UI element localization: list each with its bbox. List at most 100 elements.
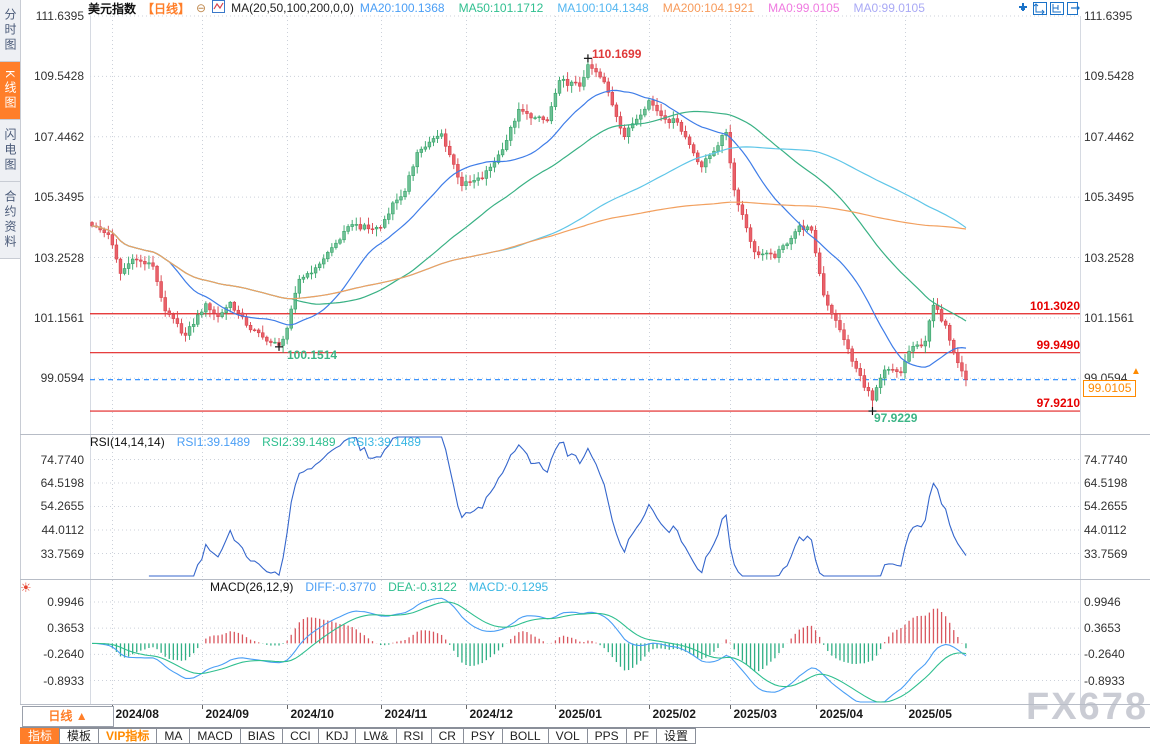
sidebar-item-flash[interactable]: 闪电图 bbox=[0, 120, 20, 183]
x-axis-label: 2025/05 bbox=[908, 707, 952, 721]
annotation-apr-low: 97.9229 bbox=[874, 411, 918, 425]
y-axis-label: 44.0112 bbox=[1084, 522, 1127, 537]
chart-header: 美元指数 【日线】 ⊖ MA(20,50,100,200,0,0) MA20:10… bbox=[88, 0, 939, 16]
y-axis-label: 44.0112 bbox=[41, 522, 85, 537]
rsi-header: RSI(14,14,14) RSI1:39.1489 RSI2:39.1489 … bbox=[90, 435, 421, 449]
toolbar-tab-VIP指标[interactable]: VIP指标 bbox=[98, 728, 158, 744]
annotation-sep-low: 100.1514 bbox=[287, 348, 338, 362]
level-label-101.3020: 101.3020 bbox=[1029, 299, 1080, 313]
ma200-value: MA200:104.1921 bbox=[662, 1, 755, 15]
y-axis-label: 64.5198 bbox=[40, 475, 84, 490]
y-axis-label: 0.3653 bbox=[47, 621, 84, 636]
axis-scale-icon[interactable] bbox=[1033, 2, 1047, 15]
indicator-toolbar: 指标 模板 VIP指标 MA MACD BIAS CCI KDJ LW& RSI CR PSY BOLL… bbox=[20, 728, 696, 744]
sidebar-item-kline[interactable]: K线图 bbox=[0, 62, 20, 121]
current-price-tag: 99.0105 bbox=[1083, 380, 1137, 397]
y-axis-label: 33.7569 bbox=[1084, 546, 1128, 561]
y-axis-label: 74.7740 bbox=[40, 452, 84, 467]
annotation-high: 110.1699 bbox=[592, 47, 642, 61]
toolbar-tab-KDJ[interactable]: KDJ bbox=[317, 728, 357, 744]
macd-hist-value: MACD:-0.1295 bbox=[468, 580, 549, 594]
y-axis-label: 103.2528 bbox=[1084, 250, 1135, 265]
toolbar-tab-设置[interactable]: 设置 bbox=[655, 728, 696, 744]
plot-left-border bbox=[90, 16, 91, 704]
y-axis-label: -0.8933 bbox=[1084, 673, 1125, 688]
left-sidebar: 分时图 K线图 闪电图 合约资料 bbox=[0, 0, 21, 744]
y-axis-label: 74.7740 bbox=[1084, 452, 1128, 467]
y-axis-label: 109.5428 bbox=[33, 69, 84, 84]
toolbar-tab-BIAS[interactable]: BIAS bbox=[239, 728, 284, 744]
ma0-value-2: MA0:99.0105 bbox=[853, 1, 925, 15]
x-axis-label: 2024/11 bbox=[384, 707, 428, 721]
price-up-arrow-icon: ▲ bbox=[1131, 366, 1141, 377]
macd-diff-value: DIFF:-0.3770 bbox=[305, 580, 377, 594]
toolbar-tab-指标[interactable]: 指标 bbox=[20, 728, 61, 744]
x-axis-row bbox=[20, 704, 1150, 727]
macd-dea-value: DEA:-0.3122 bbox=[388, 580, 457, 594]
divider-axis-toolbar bbox=[20, 727, 1150, 728]
export-icon[interactable] bbox=[1067, 2, 1081, 15]
y-axis-label: 54.2655 bbox=[40, 499, 84, 514]
y-axis-label: -0.2640 bbox=[43, 647, 84, 662]
ma-values: MA20:100.1368 MA50:101.1712 MA100:104.1348… bbox=[360, 1, 939, 15]
toolbar-tab-PSY[interactable]: PSY bbox=[462, 728, 503, 744]
y-axis-label: -0.8933 bbox=[43, 673, 84, 688]
chart-tool-icons bbox=[1016, 2, 1081, 15]
toolbar-tab-CCI[interactable]: CCI bbox=[282, 728, 319, 744]
symbol-title: 美元指数 bbox=[88, 1, 137, 16]
rsi2-value: RSI2:39.1489 bbox=[262, 435, 336, 449]
y-axis-label: 33.7569 bbox=[40, 546, 84, 561]
x-axis-label: 2024/12 bbox=[469, 707, 513, 721]
chart-type-icon[interactable] bbox=[212, 0, 226, 16]
ma20-value: MA20:100.1368 bbox=[359, 1, 445, 15]
y-axis-label: 107.4462 bbox=[33, 129, 84, 144]
ma0-value-1: MA0:99.0105 bbox=[768, 1, 840, 15]
toolbar-tab-PPS[interactable]: PPS bbox=[586, 728, 627, 744]
rsi3-value: RSI3:39.1489 bbox=[347, 435, 421, 449]
rsi1-value: RSI1:39.1489 bbox=[176, 435, 251, 449]
level-label-97.9210: 97.9210 bbox=[1036, 396, 1080, 410]
y-axis-label: 99.0594 bbox=[40, 371, 84, 386]
toolbar-tab-MA[interactable]: MA bbox=[156, 728, 191, 744]
y-axis-label: 101.1561 bbox=[1084, 310, 1135, 325]
watermark: FX678 bbox=[1026, 686, 1148, 728]
toolbar-tab-CR[interactable]: CR bbox=[430, 728, 464, 744]
y-axis-label: 105.3495 bbox=[33, 190, 84, 205]
y-axis-label: -0.2640 bbox=[1084, 647, 1125, 662]
y-axis-label: 103.2528 bbox=[33, 250, 84, 265]
toolbar-tab-LW&[interactable]: LW& bbox=[355, 728, 397, 744]
period-selector[interactable]: 日线 ▲ bbox=[22, 706, 114, 727]
y-axis-label: 111.6395 bbox=[1084, 9, 1133, 23]
crosshair-icon[interactable] bbox=[1016, 2, 1030, 15]
y-axis-label: 107.4462 bbox=[1084, 129, 1135, 144]
macd-title: MACD(26,12,9) bbox=[210, 580, 294, 594]
toolbar-tab-VOL[interactable]: VOL bbox=[547, 728, 588, 744]
ma100-value: MA100:104.1348 bbox=[557, 1, 649, 15]
brightness-icon[interactable]: ☀ bbox=[20, 580, 32, 595]
sidebar-item-contract-info[interactable]: 合约资料 bbox=[0, 182, 20, 260]
y-axis-label: 64.5198 bbox=[1084, 475, 1128, 490]
toolbar-tab-MACD[interactable]: MACD bbox=[189, 728, 241, 744]
toolbar-tab-BOLL[interactable]: BOLL bbox=[501, 728, 549, 744]
x-axis-label: 2024/10 bbox=[290, 707, 334, 721]
ma50-value: MA50:101.1712 bbox=[458, 1, 544, 15]
collapse-icon[interactable]: ⊖ bbox=[196, 1, 207, 15]
x-axis-label: 2024/08 bbox=[115, 707, 159, 721]
toolbar-tab-PF[interactable]: PF bbox=[625, 728, 657, 744]
divider-main-rsi bbox=[20, 434, 1150, 435]
toolbar-tab-模板[interactable]: 模板 bbox=[59, 728, 100, 744]
sidebar-item-timeshare[interactable]: 分时图 bbox=[0, 0, 20, 62]
divider-macd-axis bbox=[20, 704, 1150, 705]
x-axis-label: 2025/01 bbox=[558, 707, 602, 721]
toolbar-tab-RSI[interactable]: RSI bbox=[395, 728, 432, 744]
axis-scale-alt-icon[interactable] bbox=[1050, 2, 1064, 15]
x-axis-label: 2024/09 bbox=[205, 707, 249, 721]
ma-settings-label: MA(20,50,100,200,0,0) bbox=[231, 1, 354, 15]
y-axis-label: 101.1561 bbox=[33, 310, 84, 325]
y-axis-label: 0.9946 bbox=[1084, 595, 1121, 609]
x-axis-label: 2025/04 bbox=[819, 707, 863, 721]
macd-header: MACD(26,12,9) DIFF:-0.3770 DEA:-0.3122 M… bbox=[210, 580, 548, 594]
level-label-99.9490: 99.9490 bbox=[1036, 338, 1080, 352]
